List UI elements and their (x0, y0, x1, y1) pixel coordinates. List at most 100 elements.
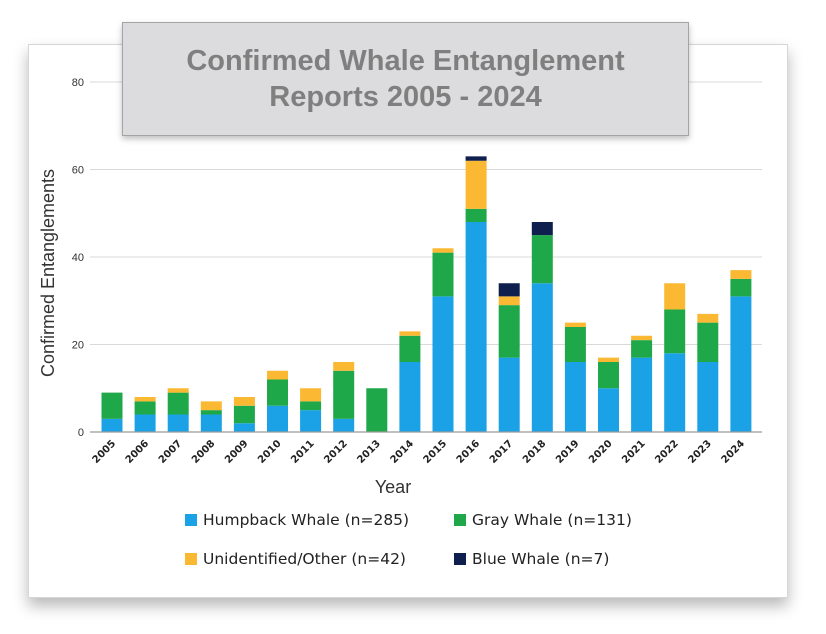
chart-card (28, 44, 788, 598)
legend-label: Humpback Whale (n=285) (203, 511, 409, 529)
bar-segment (631, 357, 653, 432)
bar-segment (399, 331, 421, 336)
bar-segment (267, 370, 288, 380)
y-tick-label: 80 (72, 77, 84, 89)
x-tick-label: 2008 (190, 438, 217, 465)
bar-segment (498, 283, 520, 297)
x-tick-label: 2005 (91, 438, 118, 465)
legend-swatch (185, 553, 197, 565)
x-tick-label: 2017 (488, 438, 515, 465)
bar-segment (432, 252, 454, 297)
bar-segment (730, 278, 752, 297)
y-tick-label: 60 (72, 165, 84, 177)
y-tick-label: 0 (78, 427, 84, 439)
x-tick-label: 2015 (422, 438, 449, 465)
bar-segment (498, 357, 520, 432)
bar-segment (333, 370, 355, 419)
x-tick-label: 2012 (322, 438, 349, 465)
bar-segment (631, 340, 653, 358)
bar-segment (300, 401, 322, 411)
bar-segment (333, 362, 355, 371)
bar-segment (697, 362, 719, 432)
bars (101, 156, 752, 432)
bar-segment (631, 335, 653, 341)
bar-segment (498, 296, 520, 306)
bar-segment (465, 160, 487, 209)
bar-segment (134, 401, 156, 415)
bar-segment (730, 296, 752, 432)
y-tick-label: 20 (72, 340, 84, 352)
bar-segment (564, 362, 586, 432)
x-tick-label: 2016 (455, 438, 482, 465)
bar-segment (432, 296, 454, 432)
x-tick-label: 2014 (389, 438, 416, 465)
legend-label: Blue Whale (n=7) (472, 550, 609, 568)
bar-segment (233, 397, 255, 406)
x-tick-label: 2011 (289, 438, 316, 465)
x-tick-label: 2006 (124, 438, 151, 465)
bar-segment (564, 327, 586, 362)
bar-segment (432, 248, 454, 253)
bar-segment (564, 322, 586, 327)
bar-segment (498, 305, 520, 358)
x-tick-label: 2010 (256, 438, 283, 465)
x-tick-label: 2009 (223, 438, 250, 465)
bar-segment (697, 313, 719, 323)
bar-segment (233, 405, 255, 424)
legend-swatch (185, 514, 197, 526)
bar-segment (465, 156, 487, 161)
bar-segment (101, 418, 123, 432)
bar-segment (267, 379, 288, 406)
bar-segment (664, 309, 686, 354)
bar-segment (134, 397, 156, 402)
bar-segment (233, 423, 255, 432)
bar-segment (167, 388, 189, 393)
x-tick-label: 2018 (521, 438, 548, 465)
bar-segment (267, 405, 288, 432)
bar-segment (531, 283, 553, 432)
x-tick-label: 2020 (587, 438, 614, 465)
bar-segment (399, 335, 421, 362)
legend-swatch (454, 514, 466, 526)
bar-segment (730, 270, 752, 279)
bar-segment (664, 283, 686, 310)
legend: Humpback Whale (n=285) Gray Whale (n=131)… (185, 511, 632, 568)
bar-segment (167, 414, 189, 432)
y-axis-title: Confirmed Entanglements (38, 169, 58, 377)
x-axis-title: Year (375, 477, 411, 497)
x-tick-label: 2022 (653, 438, 680, 465)
legend-label: Unidentified/Other (n=42) (203, 550, 406, 568)
bar-segment (531, 222, 553, 236)
x-tick-label: 2021 (620, 438, 647, 465)
bar-segment (465, 208, 487, 222)
x-tick-label: 2013 (355, 438, 382, 465)
legend-swatch (454, 553, 466, 565)
x-tick-label: 2023 (686, 438, 713, 465)
bar-segment (598, 362, 619, 389)
bar-segment (134, 414, 156, 432)
bar-segment (465, 222, 487, 432)
chart-title-box: Confirmed Whale Entanglement Reports 200… (122, 22, 689, 136)
bar-segment (333, 418, 355, 432)
bar-segment (366, 388, 388, 432)
y-tick-label: 40 (72, 252, 84, 264)
legend-label: Gray Whale (n=131) (472, 511, 632, 529)
x-tick-label: 2007 (157, 438, 184, 465)
bar-segment (697, 322, 719, 362)
bar-segment (598, 388, 619, 432)
bar-segment (531, 235, 553, 284)
bar-segment (300, 410, 322, 432)
x-tick-label: 2024 (720, 438, 747, 465)
chart-title-line-1: Confirmed Whale Entanglement (186, 45, 625, 77)
bar-segment (664, 353, 686, 432)
bar-segment (167, 392, 189, 415)
bar-segment (200, 414, 222, 432)
bar-segment (101, 392, 123, 419)
chart-title-line-2: Reports 2005 - 2024 (269, 81, 542, 113)
bar-segment (300, 388, 322, 402)
bar-segment (200, 410, 222, 415)
bar-segment (598, 357, 619, 362)
bar-segment (200, 401, 222, 411)
bar-segment (399, 362, 421, 432)
